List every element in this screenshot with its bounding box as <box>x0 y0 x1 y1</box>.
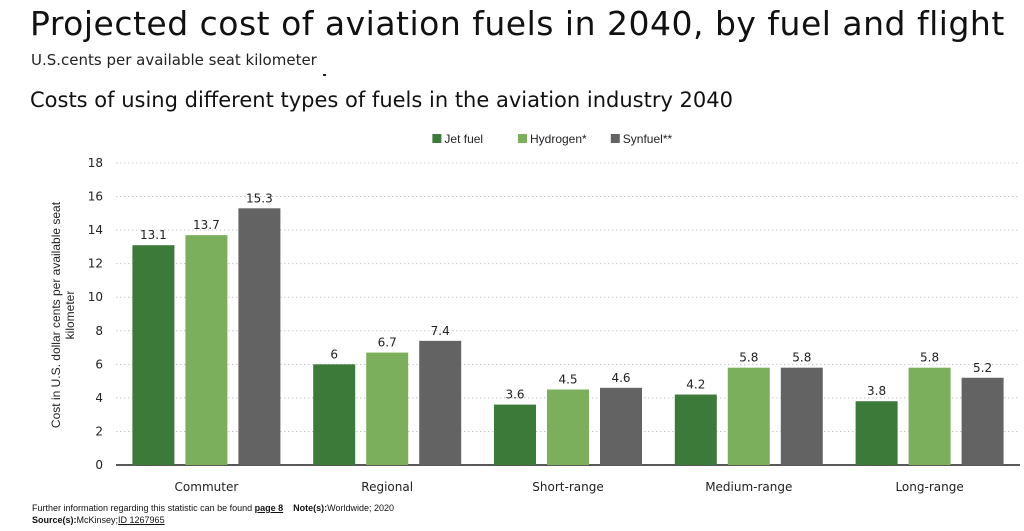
bar <box>313 364 356 465</box>
footer-source: Source(s):McKinsey;ID 1267965 <box>32 515 165 525</box>
bar-chart: 0 2 4 6 8 10 12 14 16 18 Cost in U.S. dollar cents… <box>49 132 1020 494</box>
y-tick-label: 16 <box>88 190 103 204</box>
bar <box>366 352 409 465</box>
data-label: 4.5 <box>558 373 577 387</box>
bar <box>780 367 823 465</box>
data-label: 7.4 <box>431 324 450 338</box>
data-label: 5.8 <box>920 351 939 365</box>
y-tick-label: 6 <box>95 357 103 371</box>
bar <box>961 377 1004 465</box>
bar <box>132 245 175 465</box>
page-subtitle: U.S.cents per available seat kilometer <box>31 51 317 69</box>
data-label: 13.7 <box>193 218 220 232</box>
footer-note-value: Worldwide; 2020 <box>327 503 395 513</box>
data-label: 6.7 <box>378 336 397 350</box>
bar <box>855 401 898 465</box>
legend-swatch <box>518 134 527 143</box>
data-label: 3.6 <box>505 388 524 402</box>
data-label: 4.2 <box>686 378 705 392</box>
bar <box>494 404 536 465</box>
x-tick-label: Commuter <box>175 480 239 494</box>
x-tick-label: Medium-range <box>705 480 792 494</box>
y-tick-label: 18 <box>88 156 103 170</box>
y-tick-label: 2 <box>95 424 103 438</box>
x-tick-label: Regional <box>361 480 413 494</box>
y-tick-label: 0 <box>95 458 103 472</box>
legend-label: Synfuel** <box>623 132 673 146</box>
data-label: 5.2 <box>973 361 992 375</box>
legend-label: Jet fuel <box>444 132 483 146</box>
legend-swatch <box>610 134 620 143</box>
footer-source-id[interactable]: ID 1267965 <box>118 515 165 525</box>
footer-source-label: Source(s): <box>32 515 77 525</box>
data-label: 4.6 <box>611 371 630 385</box>
bar <box>674 394 717 465</box>
legend-swatch <box>432 134 442 143</box>
chart-heading: Costs of using different types of fuels … <box>30 88 733 112</box>
stray-mark <box>323 74 326 76</box>
bar <box>185 235 228 465</box>
data-label: 6 <box>330 347 338 361</box>
footer-note-label: Note(s): <box>293 503 328 513</box>
data-label: 3.8 <box>867 384 886 398</box>
legend-label: Hydrogen* <box>530 132 587 146</box>
bar <box>908 367 951 465</box>
bar <box>419 340 462 465</box>
y-tick-label: 4 <box>95 391 103 405</box>
footer-source-value: McKinsey; <box>76 515 119 525</box>
data-label: 13.1 <box>140 228 167 242</box>
data-label: 15.3 <box>246 191 273 205</box>
bar <box>238 208 281 466</box>
y-axis-label: Cost in U.S. dollar cents per available … <box>49 201 77 428</box>
bar <box>600 387 642 465</box>
footer-page-link[interactable]: page 8 <box>254 503 284 513</box>
y-tick-label: 14 <box>88 223 103 237</box>
footer-info: Further information regarding this stati… <box>32 503 394 513</box>
y-tick-label: 12 <box>88 257 103 271</box>
bar <box>547 389 589 465</box>
y-tick-label: 8 <box>95 324 103 338</box>
page-title: Projected cost of aviation fuels in 2040… <box>30 4 1005 43</box>
x-tick-label: Long-range <box>895 480 963 494</box>
data-label: 5.8 <box>739 351 758 365</box>
data-label: 5.8 <box>792 351 811 365</box>
bar <box>727 367 770 465</box>
x-tick-label: Short-range <box>532 480 603 494</box>
y-tick-label: 10 <box>88 290 103 304</box>
footer-info-text: Further information regarding this stati… <box>32 503 255 513</box>
